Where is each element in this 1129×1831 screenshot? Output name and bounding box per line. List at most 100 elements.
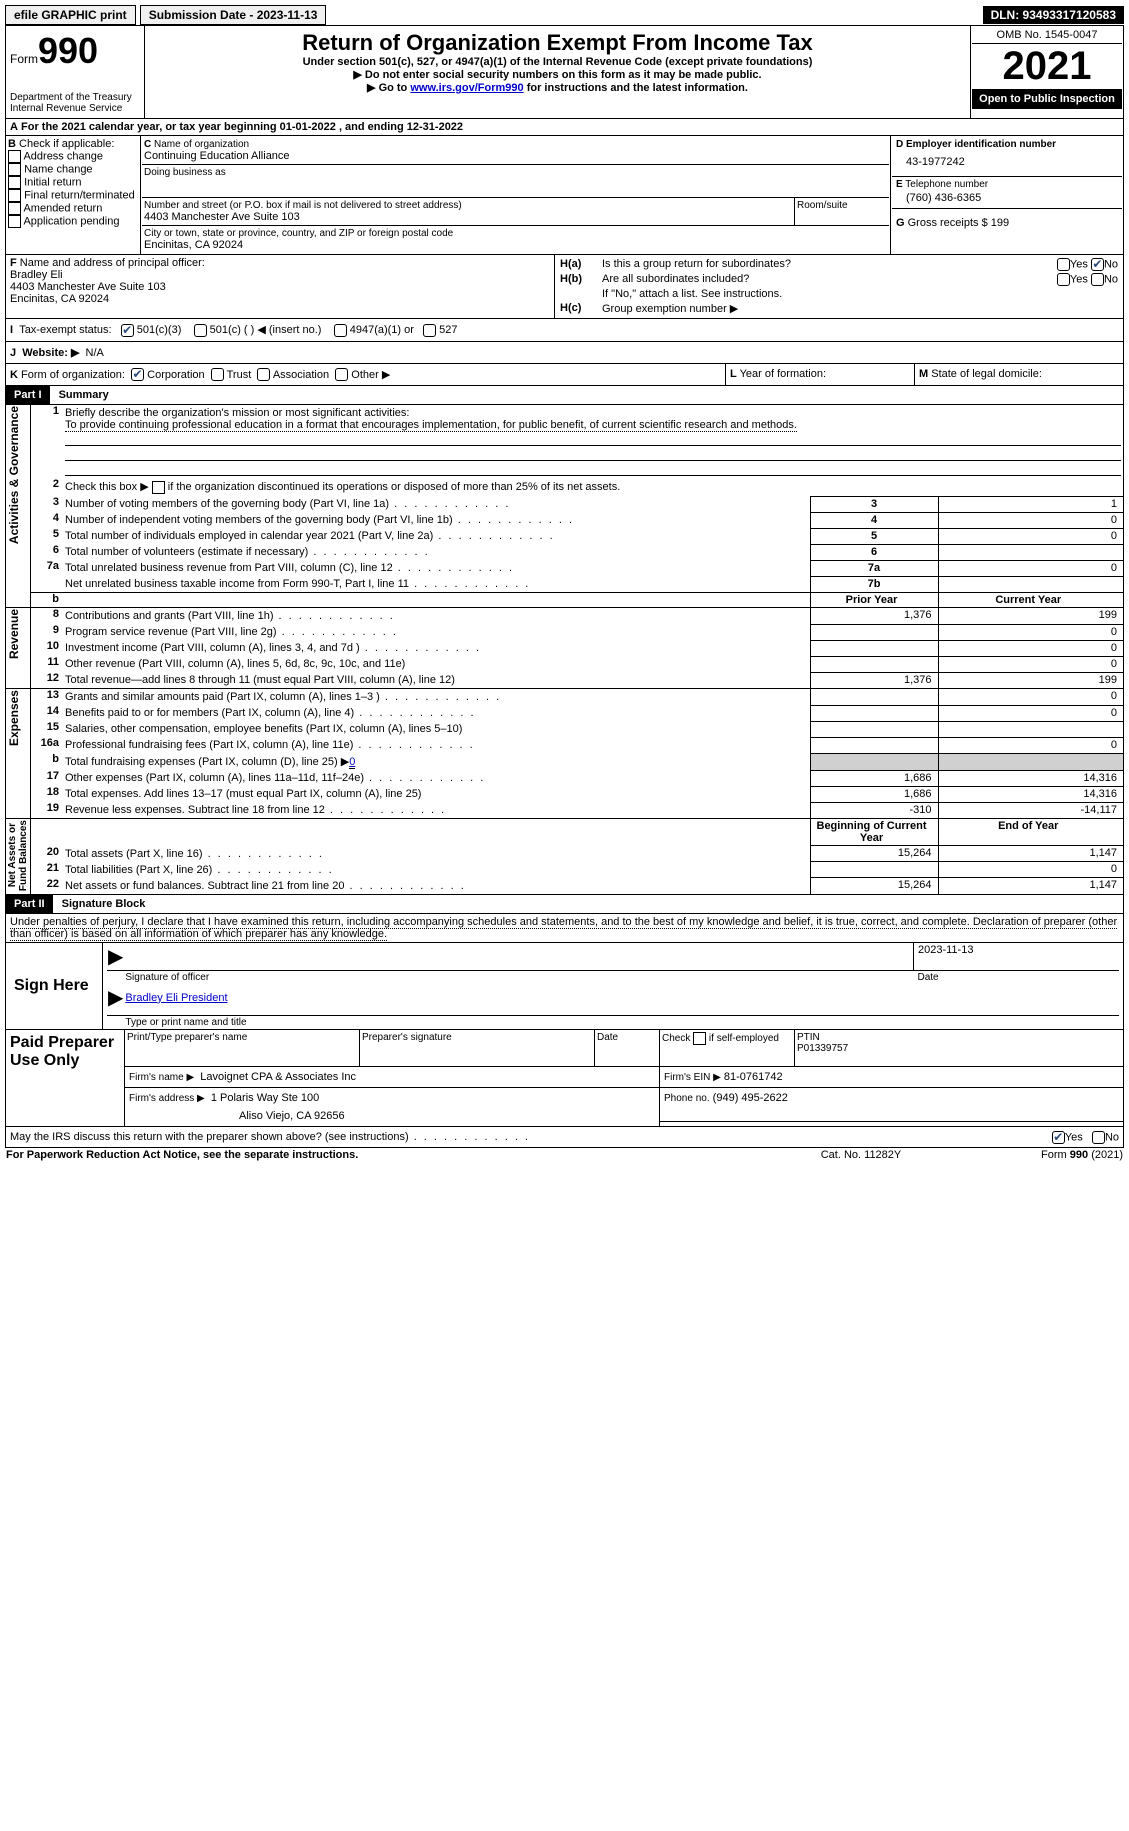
- line14-prior: [810, 705, 938, 721]
- checkbox-discontinued[interactable]: [152, 481, 165, 494]
- line17-label: Other expenses (Part IX, column (A), lin…: [65, 772, 485, 784]
- firm-ein-label: Firm's EIN ▶: [664, 1072, 721, 1083]
- checkbox-501c[interactable]: [194, 324, 207, 337]
- line16a-current: 0: [938, 737, 1124, 753]
- note-goto: ▶ Go to www.irs.gov/Form990 for instruct…: [149, 81, 966, 94]
- ptin-value: P01339757: [797, 1043, 1121, 1054]
- col-prior: Prior Year: [810, 593, 938, 608]
- checkbox-ha-yes[interactable]: [1057, 258, 1070, 271]
- gross-receipts-value: 199: [991, 217, 1009, 229]
- line14-label: Benefits paid to or for members (Part IX…: [65, 707, 476, 719]
- checkbox-assoc[interactable]: [257, 368, 270, 381]
- h-note: If "No," attach a list. See instructions…: [601, 287, 1119, 301]
- type-name-label: Type or print name and title: [124, 1015, 1119, 1029]
- checkbox-initial-return[interactable]: [8, 176, 21, 189]
- firm-name-label: Firm's name ▶: [129, 1072, 194, 1083]
- opt-final-return: Final return/terminated: [24, 189, 135, 201]
- line20-prior: 15,264: [810, 846, 938, 862]
- line16b-value[interactable]: 0: [349, 756, 355, 769]
- opt-initial-return: Initial return: [24, 176, 81, 188]
- org-name-value: Continuing Education Alliance: [144, 150, 887, 162]
- section-expenses: Expenses: [7, 690, 21, 746]
- checkbox-hb-no[interactable]: [1091, 273, 1104, 286]
- firm-addr2: Aliso Viejo, CA 92656: [129, 1104, 655, 1122]
- checkbox-trust[interactable]: [211, 368, 224, 381]
- checkbox-name-change[interactable]: [8, 163, 21, 176]
- form-org-label: Form of organization:: [21, 369, 125, 381]
- street-label: Number and street (or P.O. box if mail i…: [144, 200, 792, 211]
- sig-officer-label: Signature of officer: [124, 970, 913, 984]
- dept-treasury: Department of the Treasury Internal Reve…: [10, 92, 140, 114]
- checkbox-corp[interactable]: [131, 368, 144, 381]
- checkbox-final-return[interactable]: [8, 189, 21, 202]
- line7a-value: 0: [938, 560, 1124, 576]
- line16b-label: Total fundraising expenses (Part IX, col…: [65, 756, 349, 768]
- checkbox-other[interactable]: [335, 368, 348, 381]
- part1-header: Part I Summary: [5, 386, 1124, 405]
- prep-sig-label: Preparer's signature: [360, 1030, 595, 1067]
- line9-label: Program service revenue (Part VIII, line…: [65, 626, 398, 638]
- city-label: City or town, state or province, country…: [144, 228, 887, 239]
- line13-current: 0: [938, 689, 1124, 706]
- page-footer: For Paperwork Reduction Act Notice, see …: [5, 1148, 1124, 1162]
- checkbox-address-change[interactable]: [8, 150, 21, 163]
- discuss-row: May the IRS discuss this return with the…: [5, 1127, 1124, 1148]
- efile-print-button[interactable]: efile GRAPHIC print: [5, 5, 136, 25]
- firm-name-value: Lavoignet CPA & Associates Inc: [200, 1071, 356, 1083]
- paid-preparer-block: Paid Preparer Use Only Print/Type prepar…: [5, 1030, 1124, 1127]
- officer-name-title[interactable]: Bradley Eli President: [125, 992, 227, 1004]
- street-value: 4403 Manchester Ave Suite 103: [144, 211, 792, 223]
- firm-addr1: 1 Polaris Way Ste 100: [211, 1092, 319, 1104]
- line21-current: 0: [938, 862, 1124, 878]
- checkbox-4947[interactable]: [334, 324, 347, 337]
- line21-label: Total liabilities (Part X, line 26): [65, 864, 334, 876]
- checkbox-hb-yes[interactable]: [1057, 273, 1070, 286]
- opt-amended: Amended return: [23, 202, 102, 214]
- line15-label: Salaries, other compensation, employee b…: [65, 723, 462, 735]
- line22-label: Net assets or fund balances. Subtract li…: [65, 880, 466, 892]
- irs-link[interactable]: www.irs.gov/Form990: [410, 82, 523, 94]
- checkbox-app-pending[interactable]: [8, 215, 21, 228]
- line19-current: -14,117: [938, 802, 1124, 819]
- officer-group-block: F Name and address of principal officer:…: [5, 255, 1124, 319]
- section-netassets: Net Assets or Fund Balances: [7, 820, 29, 891]
- officer-addr1: 4403 Manchester Ave Suite 103: [10, 281, 550, 293]
- line10-label: Investment income (Part VIII, column (A)…: [65, 642, 481, 654]
- form-number: 990: [38, 30, 98, 71]
- year-formation-label: Year of formation:: [740, 368, 826, 380]
- hb-text: Are all subordinates included?: [601, 272, 997, 287]
- line22-current: 1,147: [938, 878, 1124, 895]
- line16b-current: [938, 753, 1124, 770]
- phone-value: (760) 436-6365: [896, 190, 1118, 206]
- line9-current: 0: [938, 624, 1124, 640]
- part1-title: Summary: [53, 389, 109, 401]
- line7a-label: Total unrelated business revenue from Pa…: [65, 562, 514, 574]
- paid-preparer-label: Paid Preparer Use Only: [6, 1030, 125, 1127]
- checkbox-amended[interactable]: [8, 202, 21, 215]
- open-inspection: Open to Public Inspection: [972, 89, 1122, 109]
- line19-label: Revenue less expenses. Subtract line 18 …: [65, 804, 446, 816]
- line10-current: 0: [938, 640, 1124, 656]
- line20-current: 1,147: [938, 846, 1124, 862]
- checkbox-discuss-yes[interactable]: [1052, 1131, 1065, 1144]
- line4-value: 0: [938, 512, 1124, 528]
- checkbox-527[interactable]: [423, 324, 436, 337]
- checkbox-ha-no[interactable]: [1091, 258, 1104, 271]
- line5-value: 0: [938, 528, 1124, 544]
- line14-current: 0: [938, 705, 1124, 721]
- ein-value: 43-1977242: [896, 150, 1118, 174]
- part1-badge: Part I: [6, 386, 50, 404]
- ein-label: Employer identification number: [906, 139, 1056, 150]
- checkbox-discuss-no[interactable]: [1092, 1131, 1105, 1144]
- ha-text: Is this a group return for subordinates?: [601, 257, 997, 272]
- line22-prior: 15,264: [810, 878, 938, 895]
- room-label: Room/suite: [797, 200, 887, 211]
- sign-here-label: Sign Here: [6, 943, 103, 1030]
- checkbox-self-employed[interactable]: [693, 1032, 706, 1045]
- checkbox-501c3[interactable]: [121, 324, 134, 337]
- submission-date-button[interactable]: Submission Date - 2023-11-13: [140, 5, 327, 25]
- sig-date-value: 2023-11-13: [918, 944, 973, 956]
- top-bar: efile GRAPHIC print Submission Date - 20…: [5, 5, 1124, 25]
- line15-current: [938, 721, 1124, 737]
- omb-number: OMB No. 1545-0047: [972, 27, 1122, 44]
